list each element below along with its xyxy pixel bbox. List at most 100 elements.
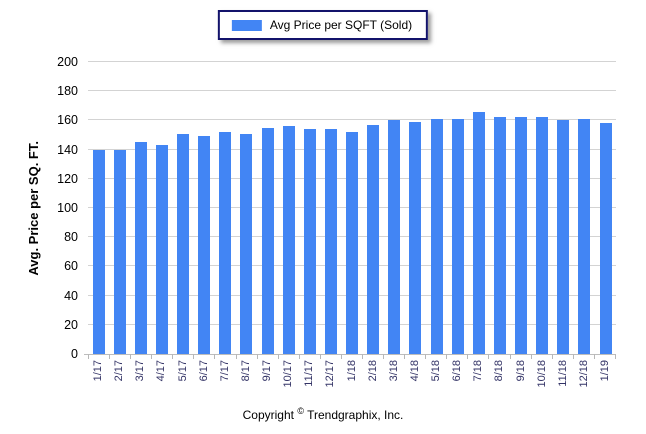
bars-container (88, 62, 616, 354)
bar-slot-12/17 (320, 62, 341, 354)
x-label-cell-5/18: 5/18 (426, 360, 447, 400)
x-tick-label-3/18: 3/18 (387, 360, 400, 382)
x-tick (511, 354, 532, 359)
bar-9/17 (261, 127, 274, 354)
y-tick-label-140: 140 (57, 142, 78, 157)
bar-slot-2/18 (363, 62, 384, 354)
bar-5/18 (430, 118, 443, 354)
x-tick-label-10/17: 10/17 (282, 360, 295, 388)
x-tick-label-5/17: 5/17 (176, 360, 189, 382)
x-label-cell-10/18: 10/18 (532, 360, 553, 400)
x-tick (88, 354, 111, 359)
x-tick (532, 354, 553, 359)
x-tick (363, 354, 385, 359)
bar-slot-10/17 (278, 62, 299, 354)
bar-slot-5/17 (173, 62, 194, 354)
x-tick (215, 354, 237, 359)
legend: Avg Price per SQFT (Sold) (217, 10, 429, 40)
x-tick (279, 354, 300, 359)
x-tick-label-5/18: 5/18 (430, 360, 443, 382)
x-tick-label-12/18: 12/18 (577, 360, 590, 388)
x-label-cell-7/17: 7/17 (215, 360, 236, 400)
bar-slot-4/17 (151, 62, 172, 354)
bar-10/17 (282, 126, 295, 354)
x-label-cell-12/18: 12/18 (574, 360, 595, 400)
x-tick (342, 354, 364, 359)
bar-9/18 (515, 117, 528, 354)
x-tick (405, 354, 427, 359)
bar-slot-6/17 (194, 62, 215, 354)
x-tick (447, 354, 469, 359)
x-label-cell-1/17: 1/17 (88, 360, 109, 400)
x-tick-label-11/17: 11/17 (303, 360, 316, 387)
bar-5/17 (177, 133, 190, 354)
bar-12/18 (578, 118, 591, 354)
x-label-cell-10/17: 10/17 (278, 360, 299, 400)
x-tick (152, 354, 174, 359)
y-tick-label-80: 80 (64, 230, 78, 245)
x-tick-label-8/18: 8/18 (493, 360, 506, 382)
x-label-cell-1/18: 1/18 (342, 360, 363, 400)
x-axis-line (84, 354, 616, 355)
bar-4/18 (409, 121, 422, 354)
x-label-cell-6/17: 6/17 (194, 360, 215, 400)
x-label-cell-3/17: 3/17 (130, 360, 151, 400)
x-label-cell-9/17: 9/17 (257, 360, 278, 400)
bar-slot-5/18 (426, 62, 447, 354)
y-axis-tick-labels: 0 20 40 60 80 100 120 140 160 180 200 (0, 55, 82, 361)
bar-7/18 (472, 111, 485, 354)
bar-4/17 (155, 145, 168, 354)
x-label-cell-3/18: 3/18 (384, 360, 405, 400)
x-tick (384, 354, 406, 359)
bar-slot-7/18 (468, 62, 489, 354)
x-tick-label-4/17: 4/17 (155, 360, 168, 382)
x-tick (468, 354, 490, 359)
x-tick (300, 354, 321, 359)
bar-11/17 (303, 129, 316, 354)
plot-area (84, 61, 616, 355)
bar-slot-8/17 (236, 62, 257, 354)
gridline-160 (88, 119, 616, 121)
y-tick-label-200: 200 (57, 55, 78, 69)
x-label-cell-4/17: 4/17 (151, 360, 172, 400)
y-tick-label-20: 20 (64, 317, 78, 332)
x-tick (574, 354, 595, 359)
bar-8/18 (493, 117, 506, 354)
bar-12/17 (324, 129, 337, 354)
y-tick-label-120: 120 (57, 171, 78, 186)
x-label-cell-1/19: 1/19 (595, 360, 616, 400)
x-tick-label-6/18: 6/18 (451, 360, 464, 382)
x-tick (194, 354, 216, 359)
x-label-cell-6/18: 6/18 (447, 360, 468, 400)
x-tick-label-7/17: 7/17 (218, 360, 231, 382)
bar-10/18 (536, 117, 549, 354)
x-tick-label-9/17: 9/17 (261, 360, 274, 382)
x-tick-label-8/17: 8/17 (239, 360, 252, 382)
bar-slot-1/17 (88, 62, 109, 354)
x-tick-label-10/18: 10/18 (535, 360, 548, 388)
x-tick-label-1/19: 1/19 (599, 360, 612, 382)
copyright-text: Copyright © Trendgraphix, Inc. (242, 406, 404, 422)
x-label-cell-11/18: 11/18 (553, 360, 574, 400)
gridline-180 (88, 90, 616, 92)
x-tick (426, 354, 448, 359)
bar-slot-7/17 (215, 62, 236, 354)
legend-swatch (231, 19, 262, 31)
x-tick (131, 354, 153, 359)
bar-slot-2/17 (109, 62, 130, 354)
x-tick-label-9/18: 9/18 (514, 360, 527, 382)
bar-8/17 (240, 133, 253, 354)
x-tick-label-2/17: 2/17 (113, 360, 126, 382)
y-tick-label-60: 60 (64, 259, 78, 274)
bar-slot-10/18 (532, 62, 553, 354)
y-tick-label-0: 0 (71, 347, 78, 361)
bar-slot-3/18 (384, 62, 405, 354)
x-label-cell-8/17: 8/17 (236, 360, 257, 400)
bar-1/19 (599, 123, 612, 354)
bar-6/18 (451, 118, 464, 354)
x-label-cell-5/17: 5/17 (173, 360, 194, 400)
bar-slot-9/18 (511, 62, 532, 354)
bar-1/18 (346, 132, 359, 354)
bar-slot-11/17 (299, 62, 320, 354)
